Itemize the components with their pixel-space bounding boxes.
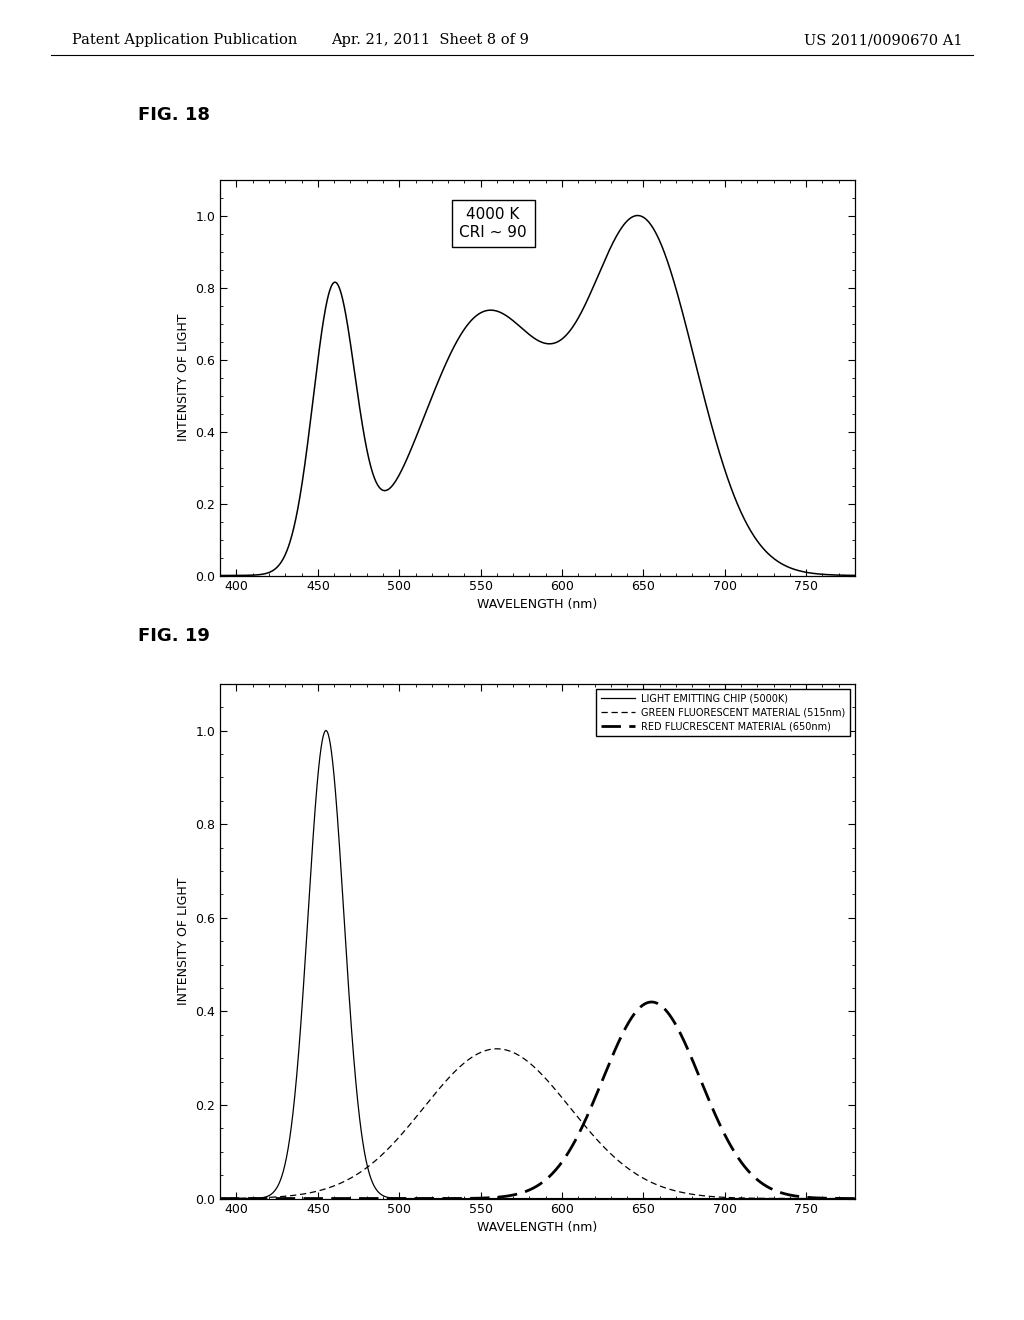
RED FLUCRESCENT MATERIAL (650nm) (522, 1183, 535, 1199)
RED FLUCRESCENT MATERIAL (650nm) (645, 994, 657, 1010)
Line: RED FLUCRESCENT MATERIAL (650nm): RED FLUCRESCENT MATERIAL (650nm) (220, 1002, 855, 1199)
RED FLUCRESCENT MATERIAL (650nm) (849, 1191, 861, 1206)
GREEN FLUORESCENT MATERIAL (515nm) (830, 1191, 843, 1206)
LIGHT EMITTING CHIP (5000K) (849, 1191, 861, 1206)
LIGHT EMITTING CHIP (5000K) (830, 1191, 843, 1206)
Text: Apr. 21, 2011  Sheet 8 of 9: Apr. 21, 2011 Sheet 8 of 9 (331, 33, 529, 48)
Y-axis label: INTENSITY OF LIGHT: INTENSITY OF LIGHT (177, 314, 189, 441)
GREEN FLUORESCENT MATERIAL (515nm) (714, 1189, 726, 1205)
X-axis label: WAVELENGTH (nm): WAVELENGTH (nm) (477, 1221, 598, 1234)
Text: Patent Application Publication: Patent Application Publication (72, 33, 297, 48)
Line: LIGHT EMITTING CHIP (5000K): LIGHT EMITTING CHIP (5000K) (220, 730, 855, 1199)
Text: US 2011/0090670 A1: US 2011/0090670 A1 (804, 33, 963, 48)
Text: FIG. 19: FIG. 19 (138, 627, 210, 645)
RED FLUCRESCENT MATERIAL (650nm) (714, 1118, 726, 1134)
RED FLUCRESCENT MATERIAL (650nm) (830, 1191, 843, 1206)
GREEN FLUORESCENT MATERIAL (515nm) (214, 1191, 226, 1206)
LIGHT EMITTING CHIP (5000K) (214, 1191, 226, 1206)
Text: FIG. 18: FIG. 18 (138, 106, 210, 124)
Text: 4000 K
CRI ~ 90: 4000 K CRI ~ 90 (460, 207, 527, 240)
LIGHT EMITTING CHIP (5000K) (506, 1191, 518, 1206)
RED FLUCRESCENT MATERIAL (650nm) (247, 1191, 259, 1206)
LIGHT EMITTING CHIP (5000K) (830, 1191, 843, 1206)
GREEN FLUORESCENT MATERIAL (515nm) (506, 1044, 518, 1060)
GREEN FLUORESCENT MATERIAL (515nm) (247, 1191, 259, 1206)
RED FLUCRESCENT MATERIAL (650nm) (214, 1191, 226, 1206)
GREEN FLUORESCENT MATERIAL (515nm) (830, 1191, 843, 1206)
RED FLUCRESCENT MATERIAL (650nm) (506, 1187, 518, 1203)
GREEN FLUORESCENT MATERIAL (515nm) (523, 1055, 536, 1071)
GREEN FLUORESCENT MATERIAL (515nm) (849, 1191, 861, 1206)
Y-axis label: INTENSITY OF LIGHT: INTENSITY OF LIGHT (177, 878, 189, 1005)
LIGHT EMITTING CHIP (5000K) (714, 1191, 726, 1206)
LIGHT EMITTING CHIP (5000K) (523, 1191, 536, 1206)
Legend: LIGHT EMITTING CHIP (5000K), GREEN FLUORESCENT MATERIAL (515nm), RED FLUCRESCENT: LIGHT EMITTING CHIP (5000K), GREEN FLUOR… (596, 689, 850, 737)
LIGHT EMITTING CHIP (5000K) (247, 1191, 259, 1206)
LIGHT EMITTING CHIP (5000K) (319, 722, 332, 738)
Line: GREEN FLUORESCENT MATERIAL (515nm): GREEN FLUORESCENT MATERIAL (515nm) (220, 1049, 855, 1199)
RED FLUCRESCENT MATERIAL (650nm) (830, 1191, 843, 1206)
X-axis label: WAVELENGTH (nm): WAVELENGTH (nm) (477, 598, 598, 611)
GREEN FLUORESCENT MATERIAL (515nm) (490, 1041, 503, 1057)
